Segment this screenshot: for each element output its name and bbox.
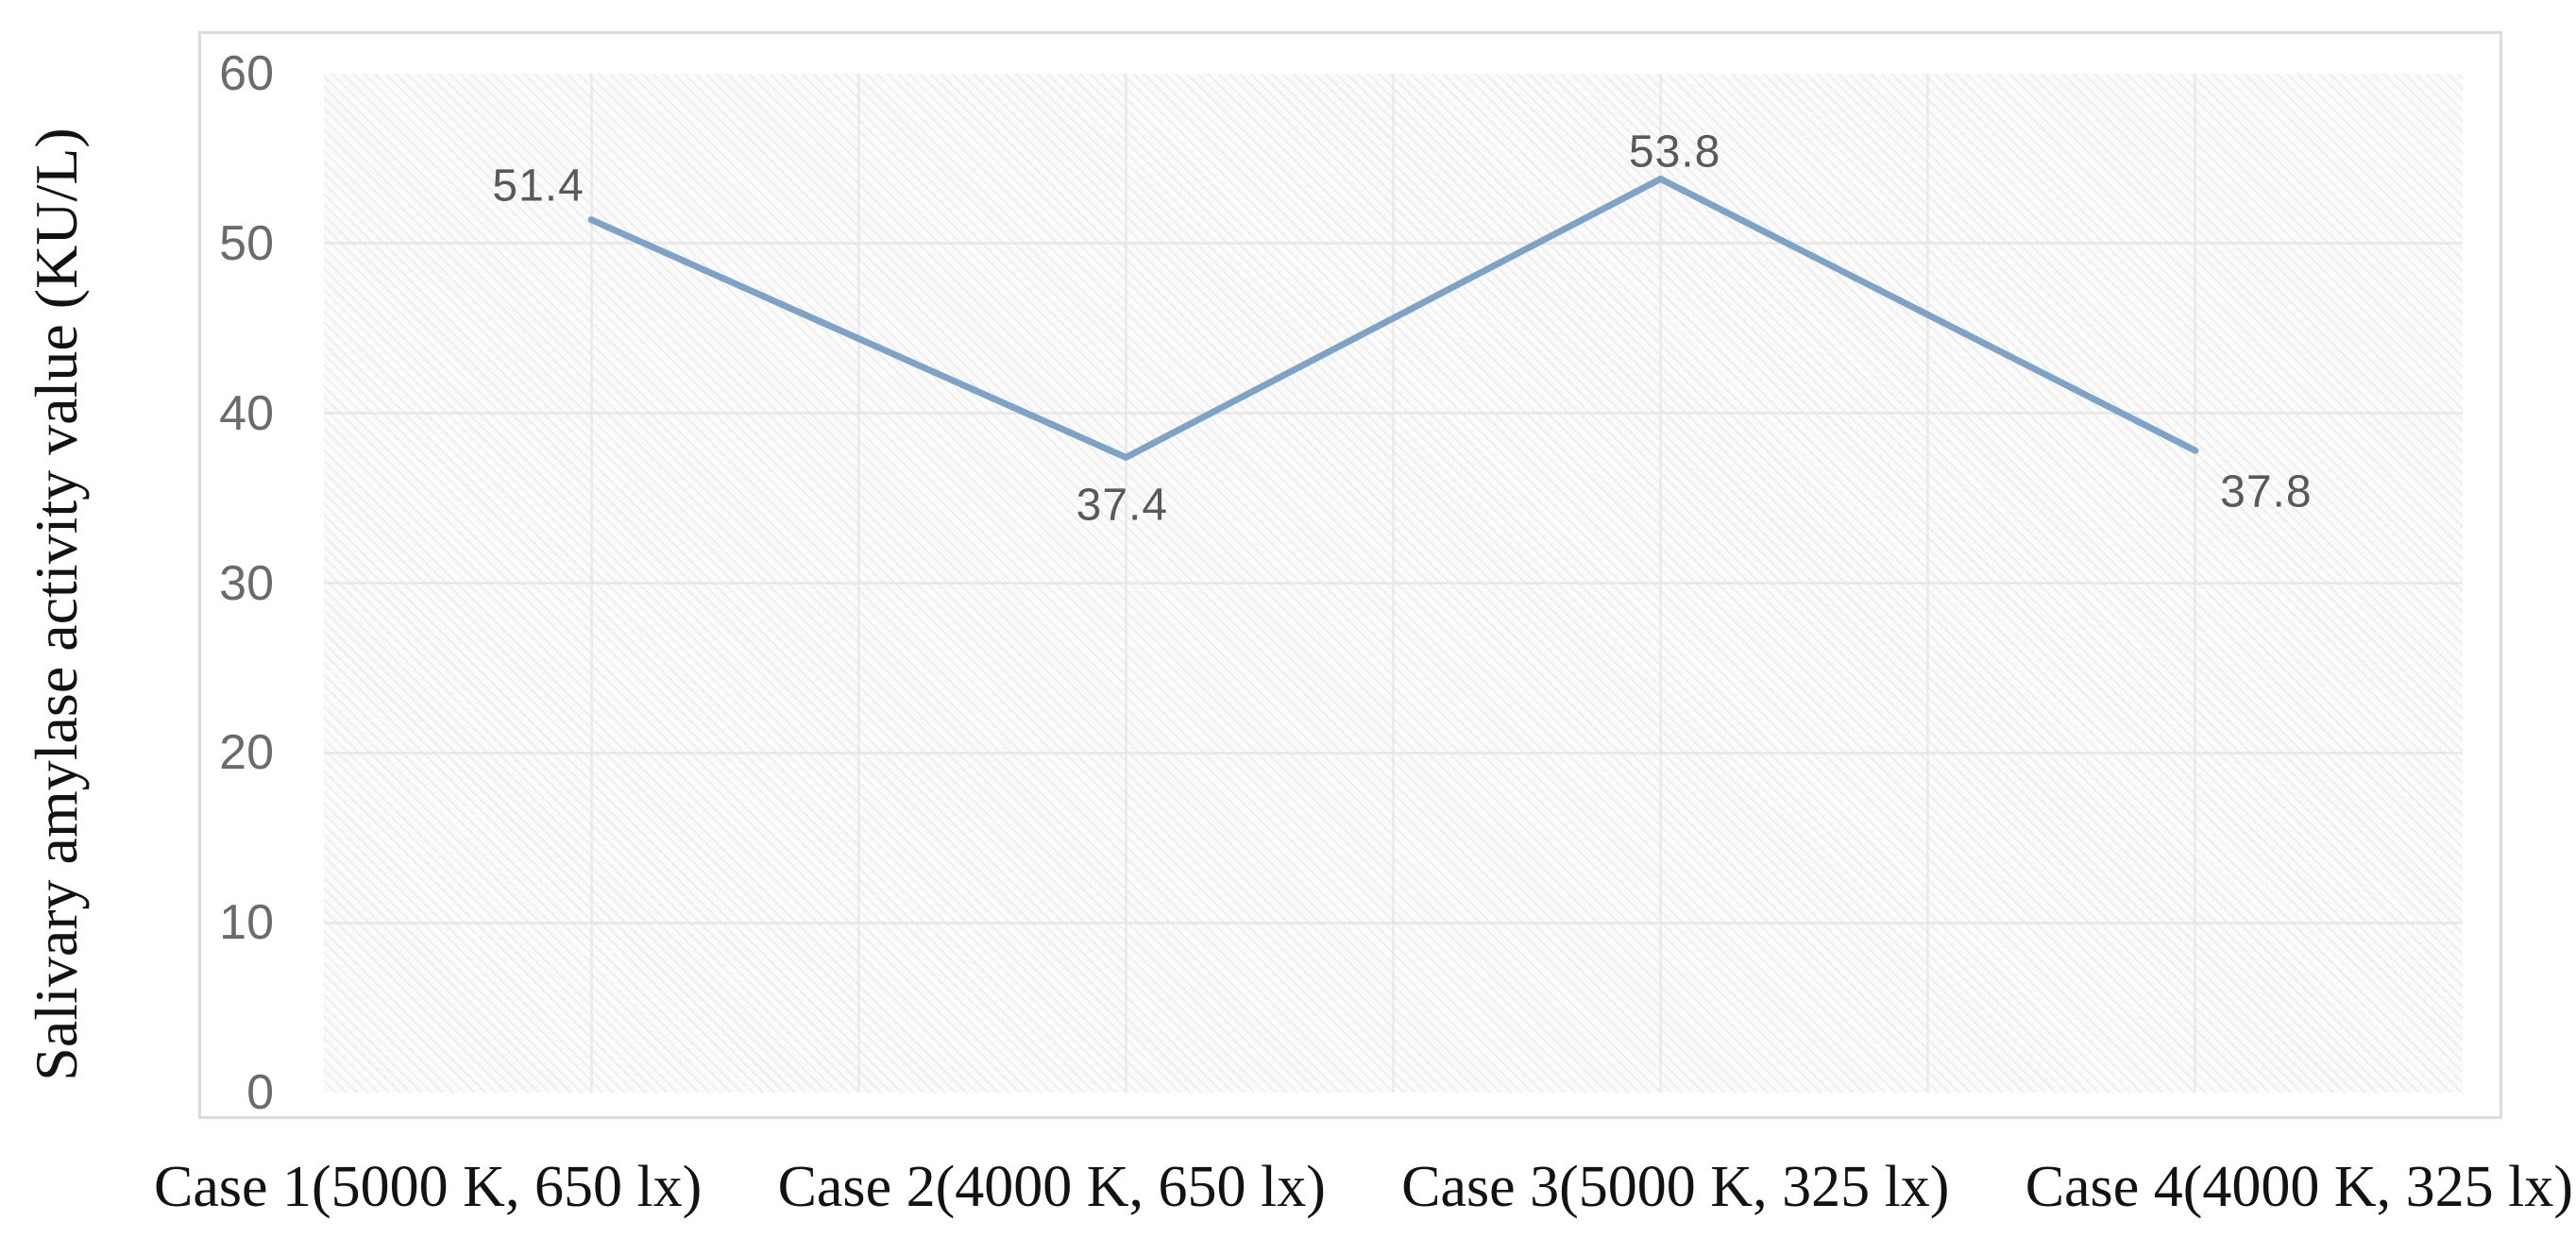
y-tick-label: 40 (219, 385, 274, 441)
data-label: 37.4 (1076, 480, 1169, 531)
y-tick-label: 60 (219, 46, 274, 101)
y-tick-label: 10 (219, 895, 274, 951)
horizontal-gridline (324, 921, 2463, 924)
y-tick-label: 30 (219, 555, 274, 611)
x-category-label: Case 2(4000 K, 650 lx) (777, 1155, 1326, 1219)
series-line (587, 176, 2199, 461)
y-tick-label: 50 (219, 215, 274, 271)
horizontal-gridline (324, 751, 2463, 755)
data-label: 37.8 (2220, 466, 2313, 517)
y-axis-title: Salivary amylase activity value (KU/L) (23, 127, 90, 1081)
x-axis-labels: Case 1(5000 K, 650 lx) Case 2(4000 K, 65… (154, 1154, 2573, 1221)
horizontal-gridline (324, 582, 2463, 585)
y-tick-label: 0 (246, 1065, 274, 1120)
x-category-label: Case 1(5000 K, 650 lx) (154, 1155, 703, 1219)
x-category-label: Case 4(4000 K, 325 lx) (2025, 1155, 2573, 1219)
horizontal-gridline (324, 242, 2463, 246)
line-series (587, 176, 2199, 461)
y-tick-label: 20 (219, 725, 274, 781)
data-label: 53.8 (1628, 127, 1721, 178)
plot-area: 51.4 37.4 53.8 37.8 (324, 74, 2463, 1093)
data-label: 51.4 (492, 161, 585, 212)
horizontal-gridline (324, 412, 2463, 415)
x-category-label: Case 3(5000 K, 325 lx) (1401, 1155, 1950, 1219)
